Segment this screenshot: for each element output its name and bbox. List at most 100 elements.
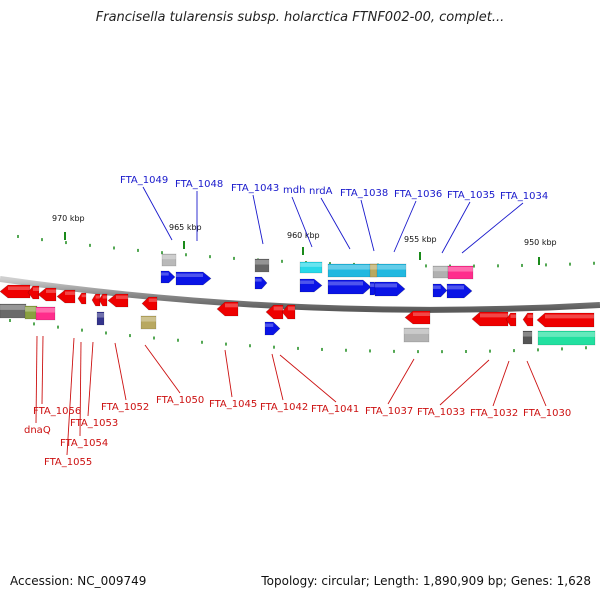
forward-gene-arrow — [327, 279, 372, 295]
gene-label: FTA_1048 — [175, 179, 223, 190]
gene-box — [537, 330, 596, 346]
gene-label: FTA_1030 — [523, 408, 571, 419]
gene-label: FTA_1055 — [44, 457, 92, 468]
label-leader — [439, 359, 490, 406]
gene-sheen — [287, 306, 295, 311]
gene-sheen — [527, 314, 533, 318]
forward-gene-arrow — [446, 283, 473, 299]
label-leader — [66, 337, 75, 456]
reverse-gene-arrow — [27, 285, 40, 300]
gene-sheen — [102, 295, 107, 299]
gene-sheen — [255, 278, 262, 282]
gene-sheen — [116, 295, 128, 299]
gene-sheen — [95, 295, 100, 299]
gene-sheen — [176, 273, 203, 277]
label-leader — [279, 354, 337, 403]
gene-label: dnaQ — [24, 425, 51, 436]
kbp-label: 955 kbp — [404, 235, 437, 244]
gene-label: FTA_1049 — [120, 175, 168, 186]
gene-box — [161, 253, 177, 267]
label-leader — [144, 344, 181, 394]
kbp-label: 950 kbp — [524, 238, 557, 247]
gene-sheen — [255, 260, 269, 265]
gene-sheen — [447, 285, 464, 290]
forward-gene-arrow — [264, 321, 281, 336]
label-leader — [461, 202, 524, 254]
gene-box — [522, 330, 533, 345]
gene-sheen — [328, 281, 363, 286]
gene-label: FTA_1053 — [70, 418, 118, 429]
genome-backbone — [0, 276, 600, 313]
label-leader — [224, 349, 233, 398]
gene-sheen — [265, 323, 274, 327]
gene-sheen — [375, 283, 397, 288]
gene-sheen — [161, 272, 169, 276]
label-leader — [271, 353, 284, 401]
gene-label: FTA_1052 — [101, 402, 149, 413]
gene-sheen — [225, 303, 238, 308]
kbp-label: 965 kbp — [169, 223, 202, 232]
gene-sheen — [65, 291, 75, 295]
label-leader — [142, 186, 173, 241]
gene-label: FTA_1041 — [311, 404, 359, 415]
gene-box — [447, 265, 474, 280]
gene-sheen — [510, 314, 516, 318]
gene-box — [327, 263, 407, 278]
gene-sheen — [300, 263, 322, 267]
label-leader — [291, 196, 313, 248]
reverse-gene-arrow — [37, 287, 57, 302]
gene-sheen — [523, 332, 532, 337]
gene-label: nrdA — [309, 186, 333, 197]
reverse-gene-arrow — [107, 293, 129, 308]
gene-label: FTA_1033 — [417, 407, 465, 418]
gene-box — [96, 311, 105, 326]
gene-sheen — [8, 286, 30, 290]
gene-sheen — [300, 280, 314, 284]
gene-sheen — [162, 255, 176, 260]
gene-sheen — [81, 294, 86, 298]
label-leader — [252, 194, 264, 245]
gene-sheen — [545, 314, 594, 319]
label-leaders — [35, 186, 547, 456]
kbp-label: 960 kbp — [287, 231, 320, 240]
label-leader — [526, 360, 547, 407]
label-leader — [79, 341, 82, 437]
gene-label: FTA_1042 — [260, 402, 308, 413]
gene-label: FTA_1054 — [60, 438, 108, 449]
label-leader — [87, 341, 94, 417]
gene-box — [140, 315, 157, 330]
accession-text: Accession: NC_009749 — [10, 574, 147, 588]
gene-sheen — [148, 298, 157, 302]
reverse-gene-arrow — [91, 293, 101, 307]
gene-box — [403, 327, 430, 343]
kbp-label: 970 kbp — [52, 214, 85, 223]
forward-gene-arrow — [299, 278, 323, 293]
forward-gene-arrow — [160, 270, 176, 284]
gene-sheen — [538, 332, 595, 337]
label-leader — [360, 199, 375, 252]
gene-sheen — [404, 329, 429, 334]
reverse-gene-arrow — [56, 289, 76, 304]
gene-box — [35, 306, 56, 321]
gene-sheen — [370, 265, 377, 270]
gene-label: FTA_1037 — [365, 406, 413, 417]
gene-label: FTA_1035 — [447, 190, 495, 201]
gene-sheen — [25, 307, 37, 312]
forward-gene-arrow — [374, 281, 406, 297]
gene-label: FTA_1036 — [394, 189, 442, 200]
gene-sheen — [97, 313, 104, 318]
label-leader — [114, 342, 127, 401]
gene-sheen — [433, 285, 441, 289]
label-leader — [393, 200, 417, 253]
reverse-gene-arrow — [265, 304, 284, 320]
gene-label: FTA_1056 — [33, 406, 81, 417]
forward-gene-arrow — [432, 283, 448, 298]
gene-sheen — [141, 317, 156, 322]
map-title: Francisella tularensis subsp. holarctica… — [95, 10, 505, 25]
gene-sheen — [328, 265, 406, 270]
label-leader — [492, 360, 510, 407]
gene-sheen — [32, 287, 39, 291]
reverse-gene-arrow — [77, 292, 87, 305]
reverse-gene-arrow — [0, 284, 31, 299]
